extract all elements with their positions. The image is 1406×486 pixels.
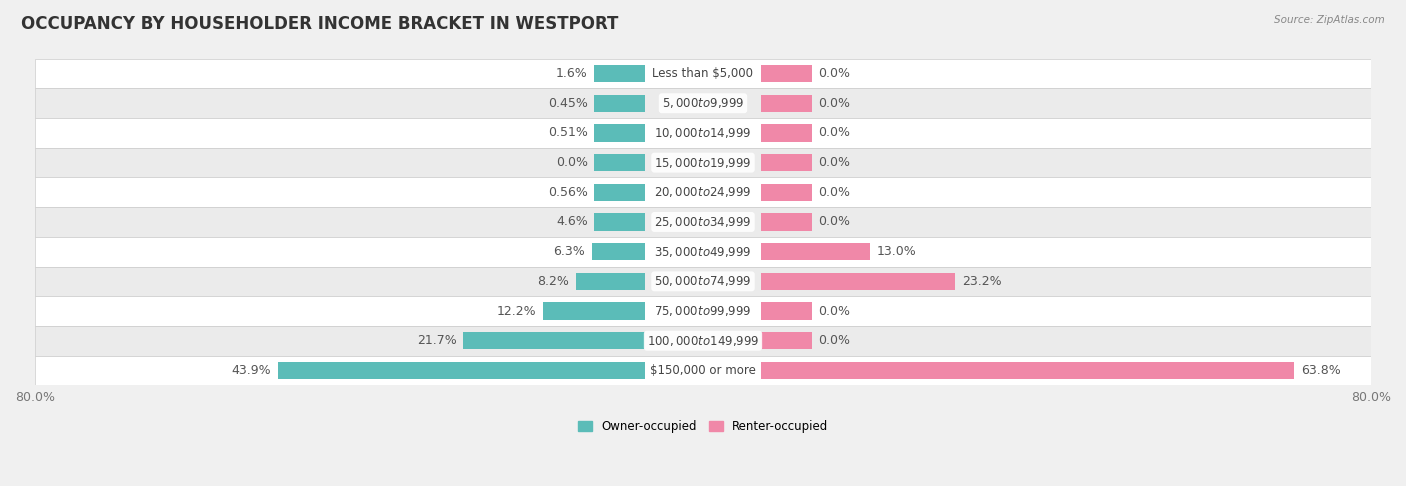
Bar (762, 213, 811, 230)
Text: 63.8%: 63.8% (1301, 364, 1340, 377)
Bar (762, 273, 955, 290)
Bar (762, 184, 811, 201)
Text: 12.2%: 12.2% (496, 305, 536, 317)
Bar (762, 302, 811, 320)
Bar (35, 326, 1371, 356)
Text: $100,000 to $149,999: $100,000 to $149,999 (647, 334, 759, 347)
Text: 8.2%: 8.2% (537, 275, 569, 288)
Text: 0.0%: 0.0% (555, 156, 588, 169)
Legend: Owner-occupied, Renter-occupied: Owner-occupied, Renter-occupied (572, 416, 834, 438)
Text: 23.2%: 23.2% (962, 275, 1001, 288)
Bar (592, 243, 644, 260)
Bar (35, 237, 1371, 266)
Bar (595, 95, 644, 112)
Text: $25,000 to $34,999: $25,000 to $34,999 (654, 215, 752, 229)
Text: $50,000 to $74,999: $50,000 to $74,999 (654, 275, 752, 288)
Text: 0.45%: 0.45% (548, 97, 588, 110)
Text: 6.3%: 6.3% (554, 245, 585, 258)
Bar (35, 356, 1371, 385)
Text: 43.9%: 43.9% (232, 364, 271, 377)
Bar (762, 65, 811, 82)
Text: 0.0%: 0.0% (818, 305, 851, 317)
Text: 0.0%: 0.0% (818, 215, 851, 228)
Text: 0.0%: 0.0% (818, 334, 851, 347)
Bar (595, 65, 644, 82)
Bar (35, 59, 1371, 88)
Bar (576, 273, 644, 290)
Text: Source: ZipAtlas.com: Source: ZipAtlas.com (1274, 15, 1385, 25)
Bar (35, 88, 1371, 118)
Text: 0.51%: 0.51% (548, 126, 588, 139)
Bar (762, 154, 811, 171)
Text: 0.0%: 0.0% (818, 156, 851, 169)
Bar (278, 362, 644, 379)
Text: $35,000 to $49,999: $35,000 to $49,999 (654, 244, 752, 259)
Bar (595, 184, 644, 201)
Bar (35, 266, 1371, 296)
Text: $15,000 to $19,999: $15,000 to $19,999 (654, 156, 752, 170)
Bar (762, 95, 811, 112)
Text: $5,000 to $9,999: $5,000 to $9,999 (662, 96, 744, 110)
Bar (595, 124, 644, 141)
Text: 0.0%: 0.0% (818, 126, 851, 139)
Text: 21.7%: 21.7% (418, 334, 457, 347)
Bar (35, 118, 1371, 148)
Bar (543, 302, 644, 320)
Bar (595, 154, 644, 171)
Bar (35, 296, 1371, 326)
Text: 0.0%: 0.0% (818, 186, 851, 199)
Text: 0.0%: 0.0% (818, 67, 851, 80)
Bar (35, 207, 1371, 237)
Text: 0.0%: 0.0% (818, 97, 851, 110)
Text: $150,000 or more: $150,000 or more (650, 364, 756, 377)
Bar (762, 243, 870, 260)
Text: 13.0%: 13.0% (877, 245, 917, 258)
Bar (762, 362, 1294, 379)
Text: $75,000 to $99,999: $75,000 to $99,999 (654, 304, 752, 318)
Text: 1.6%: 1.6% (555, 67, 588, 80)
Text: OCCUPANCY BY HOUSEHOLDER INCOME BRACKET IN WESTPORT: OCCUPANCY BY HOUSEHOLDER INCOME BRACKET … (21, 15, 619, 33)
Bar (35, 177, 1371, 207)
Bar (595, 213, 644, 230)
Bar (464, 332, 644, 349)
Text: Less than $5,000: Less than $5,000 (652, 67, 754, 80)
Text: $20,000 to $24,999: $20,000 to $24,999 (654, 185, 752, 199)
Text: $10,000 to $14,999: $10,000 to $14,999 (654, 126, 752, 140)
Bar (762, 124, 811, 141)
Text: 0.56%: 0.56% (548, 186, 588, 199)
Bar (35, 148, 1371, 177)
Text: 4.6%: 4.6% (555, 215, 588, 228)
Bar (762, 332, 811, 349)
